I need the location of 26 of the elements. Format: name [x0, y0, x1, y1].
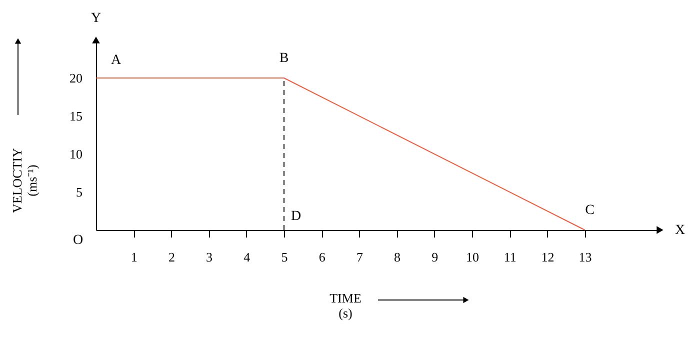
- x-tick-label: 9: [432, 250, 438, 264]
- x-tick-label: 10: [466, 250, 479, 264]
- annotation: A: [110, 53, 122, 68]
- x-axis-title: TIME (s): [330, 290, 362, 320]
- y-tick-label: 15: [70, 108, 82, 124]
- x-tick-label: 13: [578, 250, 592, 264]
- y-tick-label: 5: [76, 184, 82, 200]
- y-axis-title: VELOCTIY (ms⁻¹): [10, 147, 40, 213]
- x-tick-label: 11: [504, 250, 516, 264]
- annotation: X: [674, 223, 686, 238]
- x-tick-label: 5: [281, 250, 288, 264]
- x-tick-label: 6: [318, 250, 326, 264]
- x-tick-label: 4: [244, 250, 251, 264]
- annotation: D: [290, 209, 302, 224]
- y-tick-label: 10: [70, 146, 82, 162]
- x-tick-label: 8: [394, 250, 401, 264]
- x-tick-label: 12: [541, 250, 554, 264]
- x-tick-label: 7: [356, 250, 364, 264]
- annotation: Y: [90, 11, 102, 26]
- x-tick-label: 2: [168, 250, 175, 264]
- y-tick-label: 20: [70, 70, 82, 86]
- x-tick-label: 1: [130, 250, 138, 264]
- annotation: B: [279, 51, 289, 66]
- annotation: C: [585, 203, 594, 218]
- text: O: [72, 233, 84, 248]
- x-tick-label: 3: [206, 250, 213, 264]
